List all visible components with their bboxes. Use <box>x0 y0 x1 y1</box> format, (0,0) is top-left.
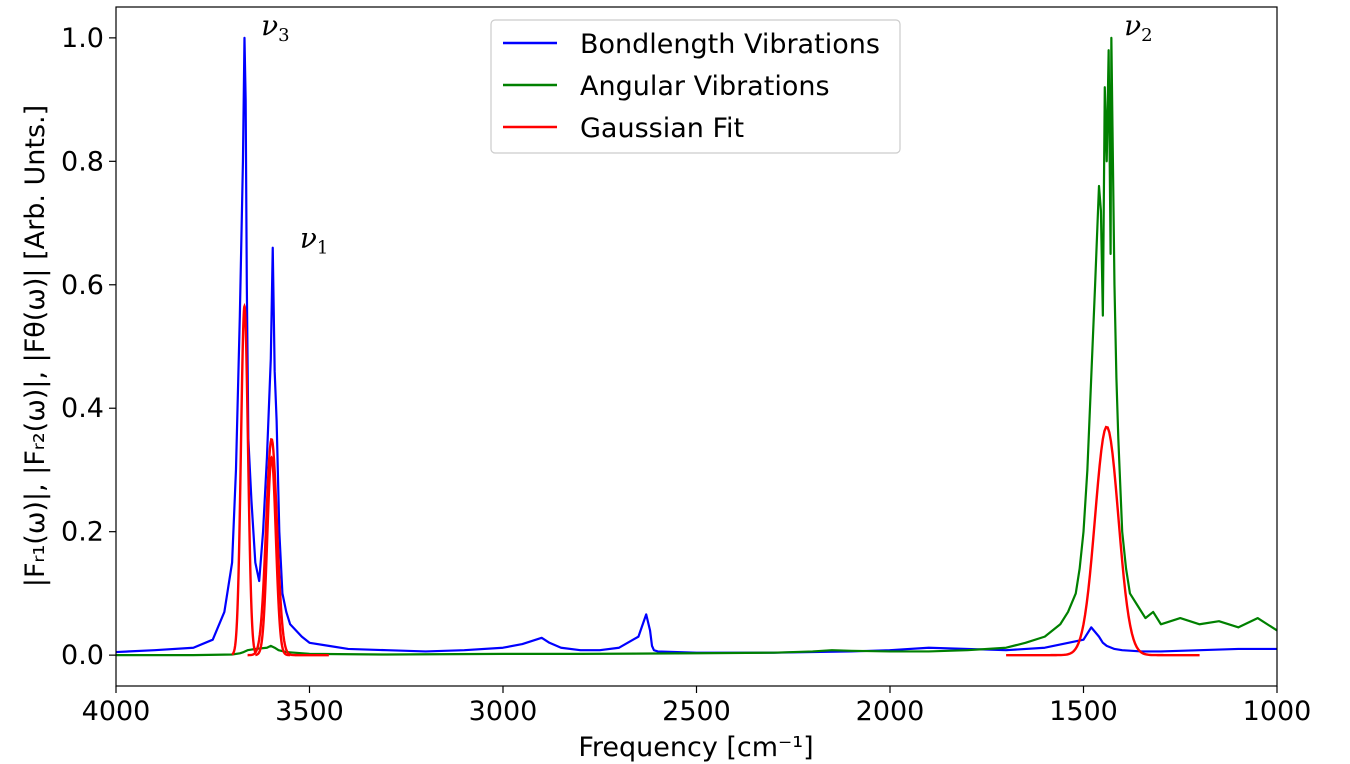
gaussian-fit-peak-2 <box>255 455 291 657</box>
annotation-subscript: 2 <box>1141 25 1152 46</box>
gaussian-fit-peak-1 <box>247 437 329 657</box>
y-tick-label-0: 0.0 <box>61 640 104 671</box>
annotation-subscript: 3 <box>278 25 289 46</box>
annotation-symbol: ν <box>261 9 278 42</box>
x-tick-label-2: 3000 <box>469 696 538 727</box>
x-tick-label-0: 4000 <box>82 696 151 727</box>
x-tick-label-3: 2500 <box>662 696 731 727</box>
x-axis-label: Frequency [cm⁻¹] <box>578 732 813 763</box>
angular-vibrations-line <box>116 36 1278 657</box>
x-tick-label-4: 2000 <box>856 696 925 727</box>
peak-annotation-nu3: ν3 <box>261 9 289 46</box>
y-tick-label-3: 0.6 <box>61 270 104 301</box>
y-axis-label: |Fᵣ₁(ω)|, |Fᵣ₂(ω)|, |Fθ(ω)| [Arb. Unts.] <box>20 105 51 587</box>
y-tick-label-1: 0.2 <box>61 517 104 548</box>
y-tick-label-2: 0.4 <box>61 393 104 424</box>
legend-label-2: Gaussian Fit <box>580 113 744 144</box>
peak-annotation-nu2: ν2 <box>1124 9 1152 46</box>
y-tick-label-4: 0.8 <box>61 146 104 177</box>
ticks-layer: 4000 3500 3000 2500 2000 1500 1000 0.0 0.2 0.4 0.6… <box>61 23 1311 727</box>
gaussian-fit-peak-3 <box>1006 425 1200 657</box>
annotation-symbol: ν <box>1124 9 1141 42</box>
gaussian-fit-peak-0 <box>231 302 257 656</box>
series-layer <box>115 36 1278 657</box>
y-tick-label-5: 1.0 <box>61 23 104 54</box>
legend: Bondlength Vibrations Angular Vibrations G… <box>490 19 901 154</box>
legend-box <box>490 19 901 154</box>
legend-label-0: Bondlength Vibrations <box>580 29 880 60</box>
annotation-symbol: ν <box>300 222 317 255</box>
x-tick-label-6: 1000 <box>1243 696 1312 727</box>
x-tick-label-5: 1500 <box>1049 696 1118 727</box>
legend-label-1: Angular Vibrations <box>580 71 830 102</box>
x-tick-label-1: 3500 <box>275 696 344 727</box>
annotation-subscript: 1 <box>317 238 328 259</box>
peak-annotation-nu1: ν1 <box>300 222 328 259</box>
